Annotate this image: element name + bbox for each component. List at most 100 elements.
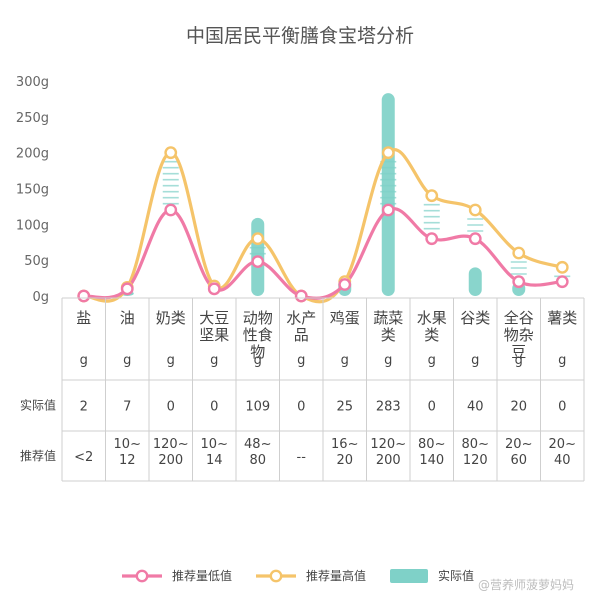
actual-value-label: 2: [80, 400, 88, 415]
watermark: @营养师菠萝妈妈: [478, 577, 574, 592]
recommended-value-label: 14: [206, 453, 223, 468]
legend-marker-low: [135, 569, 149, 583]
series-point-low: [251, 255, 265, 268]
series-point-low: [77, 289, 91, 303]
series-lines: [83, 148, 563, 304]
category-label: 蔬菜: [373, 309, 403, 327]
series-point-low: [120, 282, 134, 296]
actual-value-label: 25: [336, 400, 353, 415]
recommended-value-label: 120~: [370, 437, 406, 452]
series-point-low: [294, 289, 308, 303]
recommended-value-label: 20~: [505, 437, 532, 452]
unit-label: g: [254, 353, 262, 368]
recommended-value-label: 80: [249, 453, 266, 468]
category-label: 水产: [286, 309, 316, 327]
legend-swatch-actual: [390, 569, 428, 583]
series-point-low: [512, 275, 526, 289]
unit-label: g: [384, 353, 392, 368]
series-point-high: [425, 189, 439, 203]
category-label: 薯类: [547, 309, 577, 327]
recommended-value-label: --: [297, 450, 307, 465]
category-label: 品: [294, 326, 309, 344]
category-label: 豆: [511, 343, 526, 361]
recommended-value-label: 200: [376, 453, 401, 468]
actual-bar: [468, 267, 482, 296]
recommended-value-label: 20: [336, 453, 353, 468]
data-table: 实际值推荐值盐g2<2油g710~12奶类g0120~200大豆坚果g010~1…: [20, 297, 585, 482]
actual-value-label: 7: [123, 400, 131, 415]
series-point-low: [381, 203, 395, 217]
series-point-high: [555, 260, 569, 274]
y-tick-label: 250g: [16, 111, 49, 126]
actual-value-label: 0: [167, 400, 175, 415]
unit-label: g: [210, 353, 218, 368]
category-label: 奶类: [156, 309, 186, 327]
recommended-value-label: 60: [510, 453, 527, 468]
recommended-value-label: 10~: [201, 437, 228, 452]
recommended-value-label: 120: [463, 453, 488, 468]
y-tick-label: 150g: [16, 183, 49, 198]
legend-label-low: 推荐量低值: [172, 568, 232, 583]
recommended-value-label: 48~: [244, 437, 271, 452]
series-point-high: [251, 232, 265, 246]
row-label-recommended: 推荐值: [20, 448, 56, 463]
actual-value-label: 40: [467, 400, 484, 415]
category-label: 全谷: [504, 309, 534, 327]
recommended-value-label: 80~: [462, 437, 489, 452]
row-label-actual: 实际值: [20, 398, 56, 413]
recommended-value-label: 120~: [153, 437, 189, 452]
series-point-high: [468, 203, 482, 217]
recommended-value-label: 80~: [418, 437, 445, 452]
series-points: [77, 146, 569, 303]
category-label: 谷类: [460, 309, 490, 327]
unit-label: g: [167, 353, 175, 368]
unit-label: g: [428, 353, 436, 368]
actual-value-label: 20: [510, 400, 527, 415]
series-point-low: [207, 282, 221, 296]
unit-label: g: [471, 353, 479, 368]
chart-title: 中国居民平衡膳食宝塔分析: [186, 25, 414, 47]
category-label: 动物: [243, 309, 273, 327]
actual-bar: [381, 93, 395, 296]
category-label: 性食: [243, 326, 273, 344]
category-label: 物杂: [504, 326, 534, 344]
series-point-low: [468, 232, 482, 246]
recommended-value-label: 10~: [114, 437, 141, 452]
category-label: 类: [381, 326, 396, 344]
actual-value-label: 0: [558, 400, 566, 415]
legend-label-actual: 实际值: [438, 568, 474, 583]
series-point-low: [555, 275, 569, 289]
legend-marker-high: [269, 569, 283, 583]
series-point-high: [512, 246, 526, 260]
actual-value-label: 0: [297, 400, 305, 415]
actual-value-label: 0: [428, 400, 436, 415]
y-tick-label: 100g: [16, 218, 49, 233]
unit-label: g: [297, 353, 305, 368]
series-point-high: [381, 146, 395, 160]
category-label: 盐: [76, 309, 91, 327]
category-label: 类: [424, 326, 439, 344]
category-label: 坚果: [199, 326, 229, 344]
y-axis: 0g 50g 100g 150g 200g 250g 300g: [16, 75, 49, 305]
actual-value-label: 283: [376, 400, 401, 415]
recommended-value-label: 140: [419, 453, 444, 468]
legend: 推荐量低值 推荐量高值 实际值: [122, 568, 474, 583]
y-tick-label: 300g: [16, 75, 49, 90]
series-point-low: [425, 232, 439, 246]
y-tick-label: 0g: [32, 290, 49, 305]
recommended-value-label: 200: [158, 453, 183, 468]
recommended-value-label: 12: [119, 453, 136, 468]
recommended-value-label: 20~: [549, 437, 576, 452]
recommended-value-label: 40: [554, 453, 571, 468]
recommended-value-label: 16~: [331, 437, 358, 452]
recommended-value-label: <2: [74, 450, 93, 465]
series-point-high: [164, 146, 178, 160]
y-tick-label: 200g: [16, 147, 49, 162]
unit-label: g: [123, 353, 131, 368]
category-label: 鸡蛋: [330, 309, 360, 327]
unit-label: g: [515, 353, 523, 368]
actual-value-label: 0: [210, 400, 218, 415]
unit-label: g: [558, 353, 566, 368]
y-tick-label: 50g: [24, 254, 49, 269]
